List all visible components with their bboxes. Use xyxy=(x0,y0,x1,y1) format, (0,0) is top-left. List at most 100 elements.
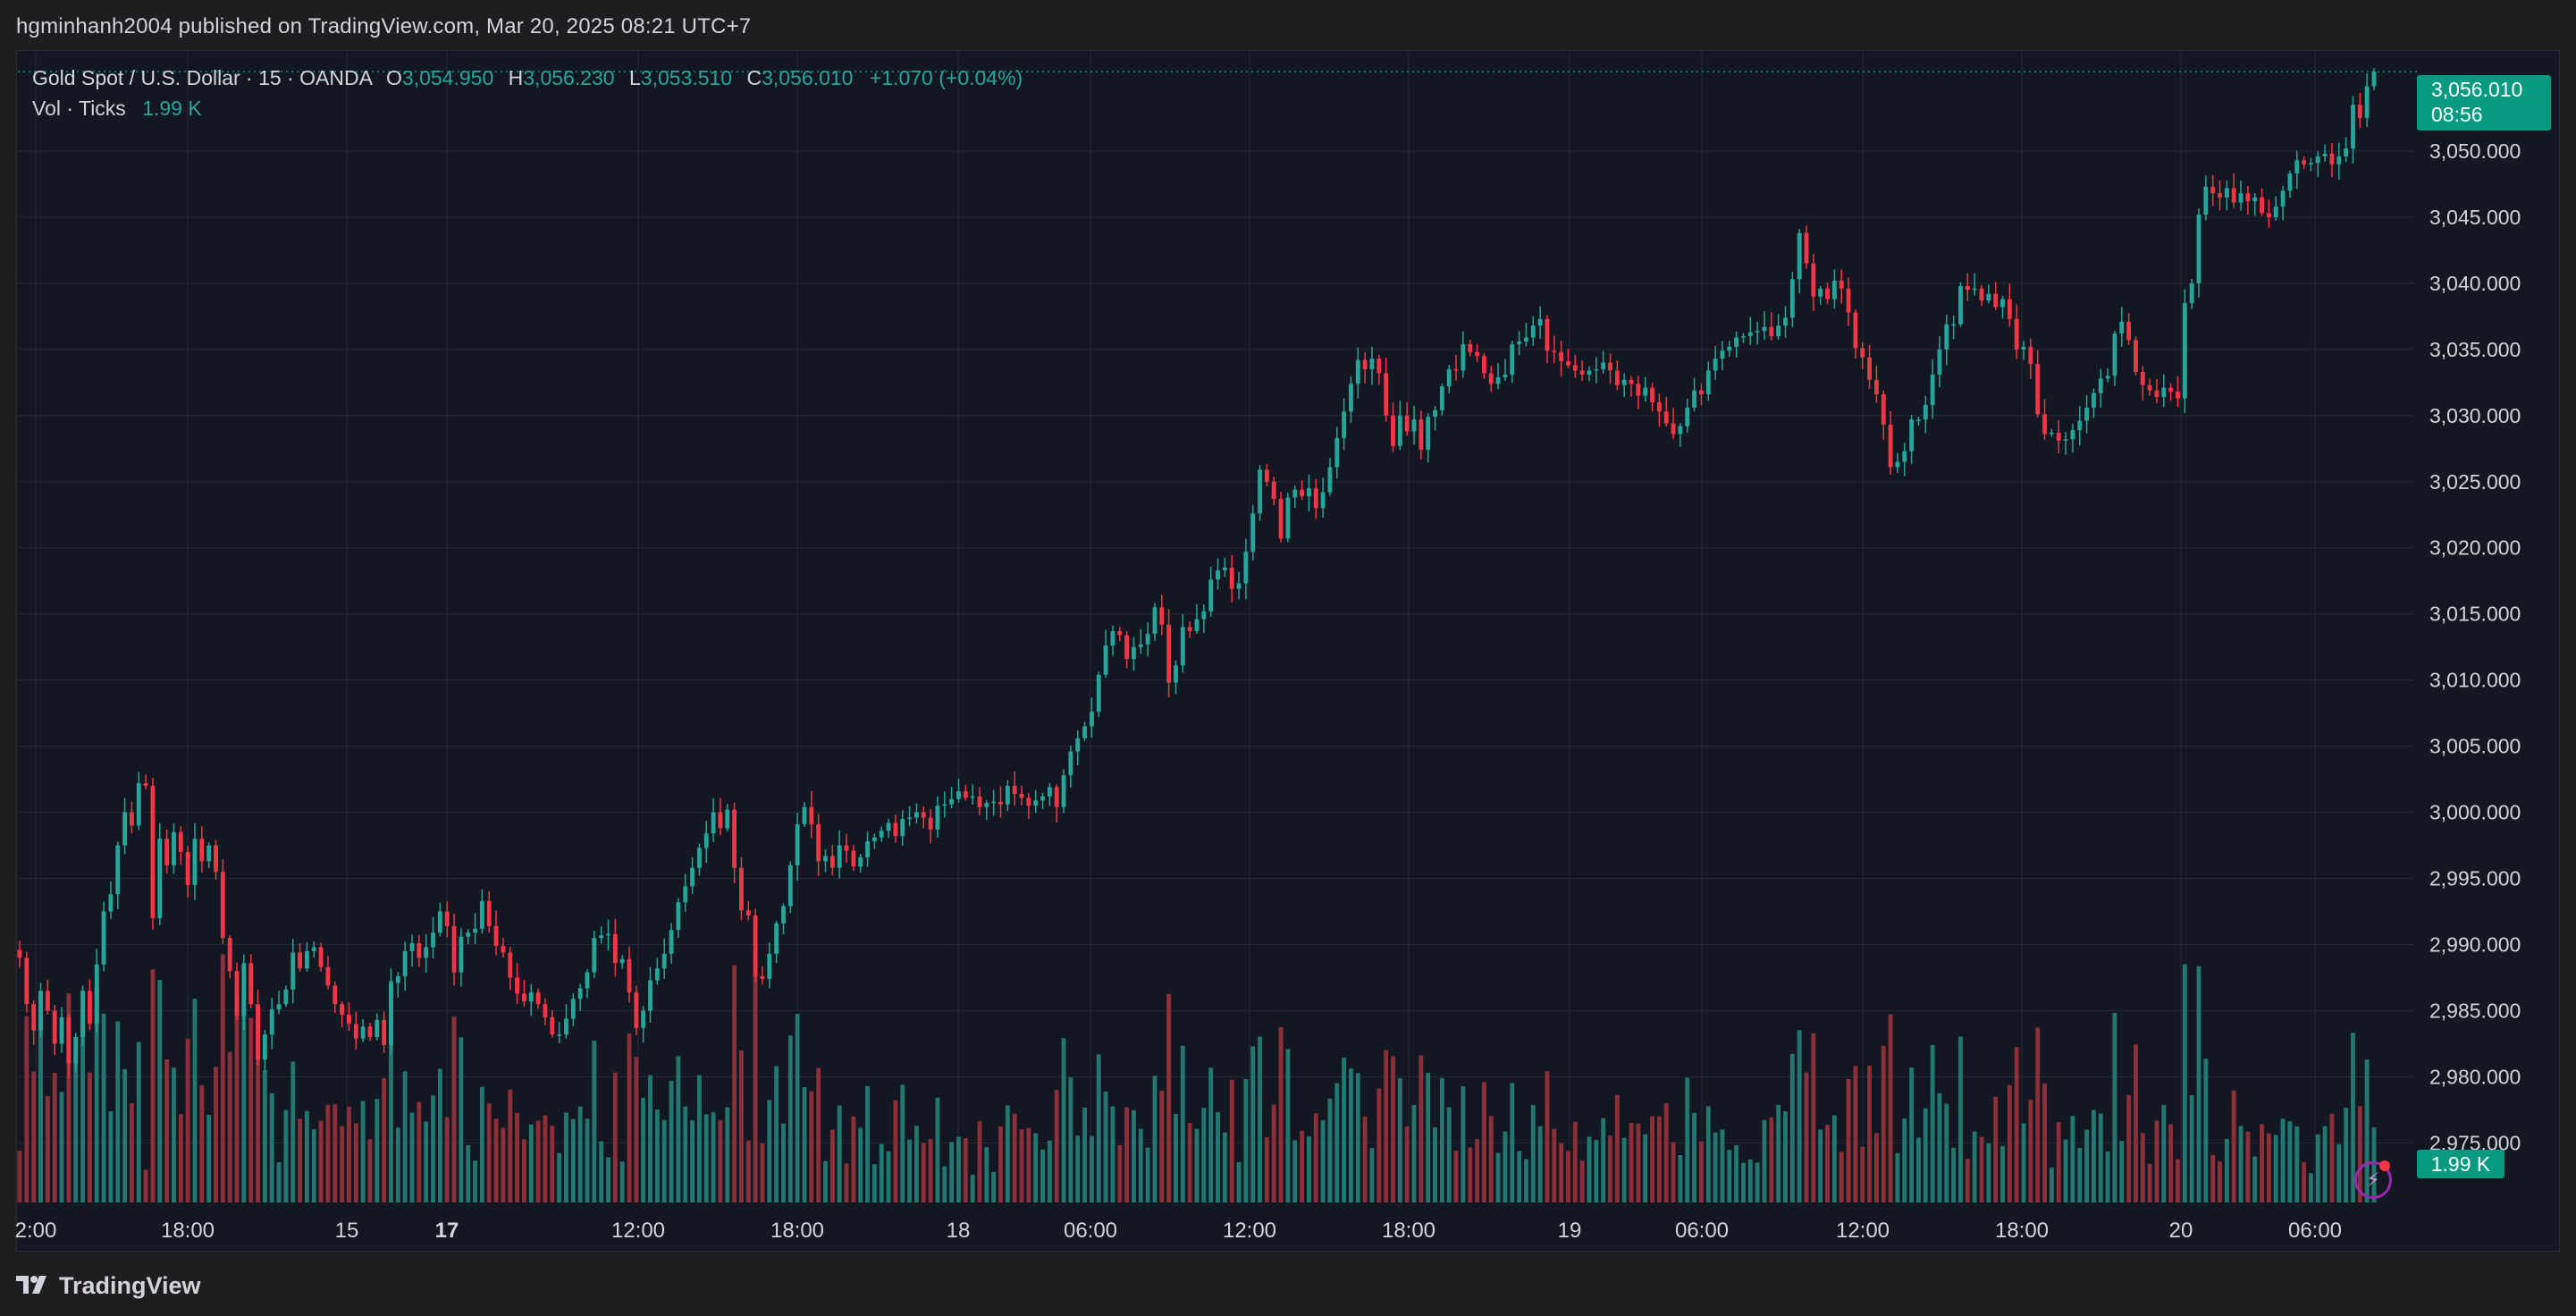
volume-bar xyxy=(718,1120,723,1202)
candle-body xyxy=(1047,787,1052,797)
candle-body xyxy=(1986,293,1991,301)
candle-body xyxy=(745,910,751,915)
candle-body xyxy=(690,867,695,887)
candle-body xyxy=(367,1026,373,1038)
volume-bar xyxy=(2309,1173,2313,1202)
y-axis: 3,050.000 3,045.000 3,040.000 3,035.000 3,03… xyxy=(2429,139,2521,1154)
close-label: C xyxy=(746,66,762,89)
volume-bar xyxy=(2070,1116,2075,1202)
lightning-bolt-icon[interactable]: ⚡ xyxy=(2354,1161,2392,1199)
candle-body xyxy=(760,976,765,979)
candle-body xyxy=(711,812,716,834)
candle-body xyxy=(2273,207,2278,217)
candle-body xyxy=(1643,387,1648,396)
volume-bar xyxy=(2203,1059,2209,1202)
candle-body xyxy=(1313,488,1318,509)
volume-bar xyxy=(2273,1135,2278,1202)
candle-body xyxy=(851,850,856,867)
candle-body xyxy=(1068,751,1073,776)
volume-bar xyxy=(1391,1056,1395,1202)
volume-bar xyxy=(1825,1125,1830,1202)
volume-bar xyxy=(1530,1104,1536,1202)
candle-body xyxy=(501,946,506,953)
candle-body xyxy=(696,848,702,868)
volume-bar xyxy=(2147,1163,2152,1202)
candle-body xyxy=(2210,186,2216,194)
volume-bar xyxy=(234,996,240,1202)
volume-bar xyxy=(1923,1108,1928,1202)
candle-body xyxy=(2266,213,2271,217)
volume-bar xyxy=(2000,1145,2005,1202)
volume-bar xyxy=(290,1061,296,1202)
volume-bar xyxy=(1012,1113,1017,1202)
candle-body xyxy=(1797,232,1802,280)
candle-body xyxy=(2260,197,2265,214)
candle-body xyxy=(1979,288,1984,301)
candle-body xyxy=(479,900,484,929)
candle-body xyxy=(2042,414,2047,434)
volume-bar xyxy=(1138,1128,1143,1202)
candle-body xyxy=(1747,332,1753,337)
candle-body xyxy=(1096,674,1101,713)
volume-bar xyxy=(1313,1113,1318,1202)
volume-bar xyxy=(2224,1138,2229,1202)
volume-bar xyxy=(879,1143,884,1202)
y-tick-label: 3,050.000 xyxy=(2429,139,2521,163)
symbol-title[interactable]: Gold Spot / U.S. Dollar · 15 · OANDA xyxy=(32,66,372,89)
candle-body xyxy=(1369,359,1375,370)
volume-bar xyxy=(1145,1147,1150,1202)
volume-bar xyxy=(1110,1106,1115,1202)
footer-brand[interactable]: TradingView xyxy=(16,1266,201,1305)
volume-bar xyxy=(1692,1112,1697,1202)
x-tick-label: 12:00 xyxy=(611,1219,665,1243)
candle-body xyxy=(2007,299,2012,319)
volume-bar xyxy=(1594,1140,1599,1202)
candle-body xyxy=(543,1004,548,1017)
volume-bar xyxy=(31,1071,37,1202)
candle-body xyxy=(949,798,955,805)
x-tick-label: 18:00 xyxy=(161,1219,215,1243)
volume-bar xyxy=(1117,1144,1123,1202)
candle-body xyxy=(2344,148,2349,156)
volume-bar xyxy=(1019,1129,1024,1202)
volume-bar xyxy=(367,1139,373,1202)
candle-body xyxy=(1530,325,1536,338)
candle-body xyxy=(1811,263,1816,297)
candle-body xyxy=(823,856,828,862)
candle-body xyxy=(2105,375,2110,379)
candle-body xyxy=(2245,193,2251,202)
x-tick-label: 2:00 xyxy=(15,1219,57,1243)
y-tick-label: 2,990.000 xyxy=(2429,933,2521,957)
x-tick-label: 18:00 xyxy=(1382,1219,1435,1243)
volume-bar xyxy=(2049,1168,2054,1202)
candle-body xyxy=(956,790,961,799)
volume-bar xyxy=(1621,1137,1627,1202)
candle-body xyxy=(858,856,863,867)
low-label: L xyxy=(628,66,641,89)
candle-body xyxy=(2091,392,2096,408)
candle-body xyxy=(1075,738,1081,752)
candle-body xyxy=(431,932,435,948)
volume-bar xyxy=(298,1118,303,1202)
volume-bar xyxy=(1384,1050,1389,1202)
candle-body xyxy=(1138,644,1143,647)
volume-bar xyxy=(2245,1131,2251,1202)
volume-bar xyxy=(795,1014,800,1202)
low-value: 3,053.510 xyxy=(640,66,733,89)
volume-bar xyxy=(108,1110,114,1202)
volume-bar xyxy=(732,965,737,1202)
volume-bar xyxy=(1965,1159,1970,1202)
volume-bar xyxy=(1174,1113,1178,1202)
candle-body xyxy=(227,938,232,972)
candle-body xyxy=(444,911,450,926)
volume-bar xyxy=(760,1143,765,1202)
volume-bar xyxy=(1166,993,1172,1202)
volume-bar xyxy=(515,1112,520,1202)
candle-body xyxy=(1208,579,1214,612)
candle-body xyxy=(493,925,499,947)
volume-bar xyxy=(129,1102,134,1202)
candle-body xyxy=(31,1004,37,1031)
volume-indicator-label[interactable]: Vol · Ticks xyxy=(32,97,126,120)
volume-bar xyxy=(1881,1045,1886,1202)
